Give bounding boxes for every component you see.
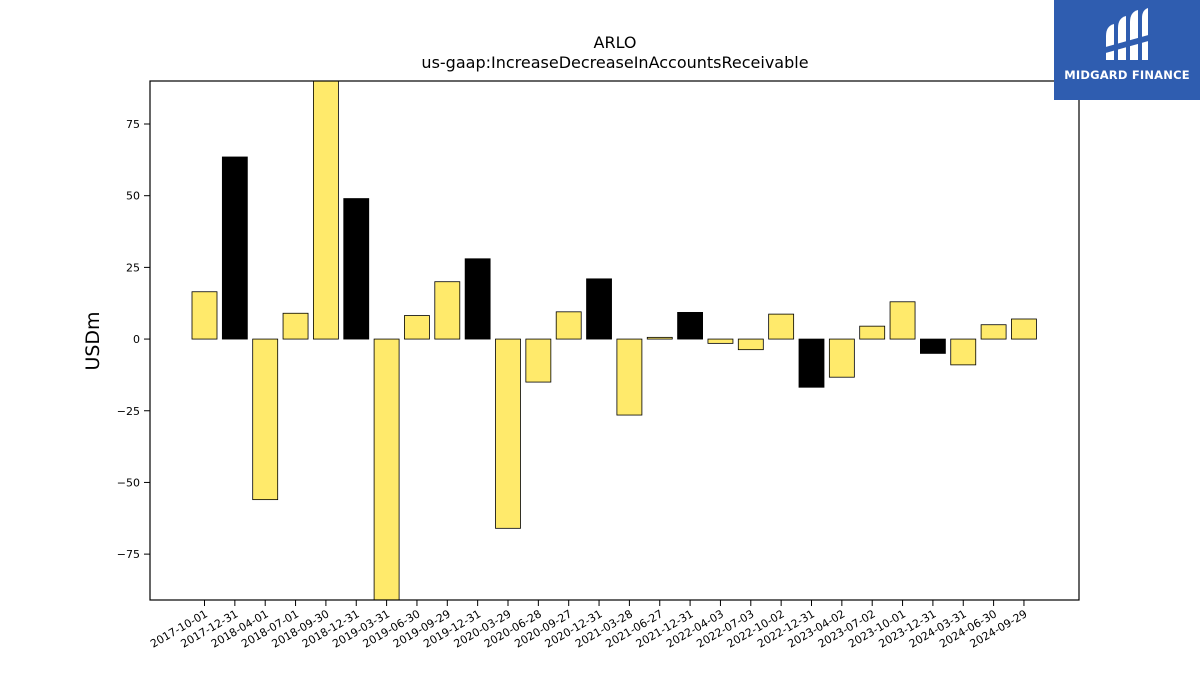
bar-2023-12-31 bbox=[920, 338, 946, 354]
logo-text: MIDGARD FINANCE bbox=[1064, 68, 1190, 82]
y-tick-label: −50 bbox=[117, 476, 140, 489]
chart-title: ARLO bbox=[594, 33, 637, 52]
bar-2020-12-31 bbox=[586, 278, 612, 340]
bar-2018-12-31 bbox=[343, 198, 370, 340]
midgard-logo: MIDGARD FINANCE bbox=[1054, 0, 1200, 100]
bar-2017-12-31 bbox=[221, 156, 248, 340]
bar-2022-04-03 bbox=[707, 338, 734, 344]
bar-2019-09-29 bbox=[434, 281, 461, 340]
bar-2020-06-28 bbox=[525, 338, 552, 383]
bar-2017-10-01 bbox=[191, 291, 218, 340]
y-axis-label: USDm bbox=[82, 311, 104, 370]
bar-2024-06-30 bbox=[980, 324, 1007, 340]
bar-2023-07-02 bbox=[859, 325, 886, 340]
bars-group bbox=[191, 80, 1037, 601]
bar-2019-06-30 bbox=[404, 315, 430, 340]
chart-subtitle: us-gaap:IncreaseDecreaseInAccountsReceiv… bbox=[421, 53, 808, 72]
bar-2018-07-01 bbox=[282, 312, 309, 340]
y-tick-label: 25 bbox=[126, 261, 140, 274]
bar-2022-12-31 bbox=[798, 338, 825, 388]
y-tick-label: −75 bbox=[117, 548, 140, 561]
bar-2021-03-28 bbox=[616, 338, 643, 416]
y-tick-label: 50 bbox=[126, 190, 140, 203]
bar-2023-10-01 bbox=[889, 301, 916, 340]
bar-2022-07-03 bbox=[737, 338, 764, 351]
bar-2023-04-02 bbox=[828, 338, 855, 378]
bar-2024-03-31 bbox=[950, 338, 977, 366]
y-tick-label: 0 bbox=[133, 333, 140, 346]
y-tick-label: 75 bbox=[126, 118, 140, 131]
bar-2020-09-27 bbox=[555, 311, 582, 340]
bar-2019-12-31 bbox=[464, 258, 491, 340]
bar-2021-06-27 bbox=[646, 336, 673, 340]
bar-2018-04-01 bbox=[252, 338, 279, 501]
plot-frame bbox=[149, 80, 1080, 601]
bar-2019-03-31 bbox=[373, 338, 400, 601]
bar-2021-12-31 bbox=[677, 311, 703, 340]
bar-2018-09-30 bbox=[312, 80, 339, 340]
bar-2020-03-29 bbox=[495, 338, 521, 529]
y-tick-label: −25 bbox=[117, 405, 140, 418]
bar-2024-09-29 bbox=[1011, 318, 1037, 340]
bar-2022-10-02 bbox=[768, 313, 795, 340]
midgard-logo-icon bbox=[1102, 8, 1152, 60]
y-axis-ticks: −75 −50 −25 0 25 50 75 bbox=[117, 118, 150, 561]
x-axis-ticks: 2017-10-012017-12-312018-04-012018-07-01… bbox=[148, 600, 1029, 651]
